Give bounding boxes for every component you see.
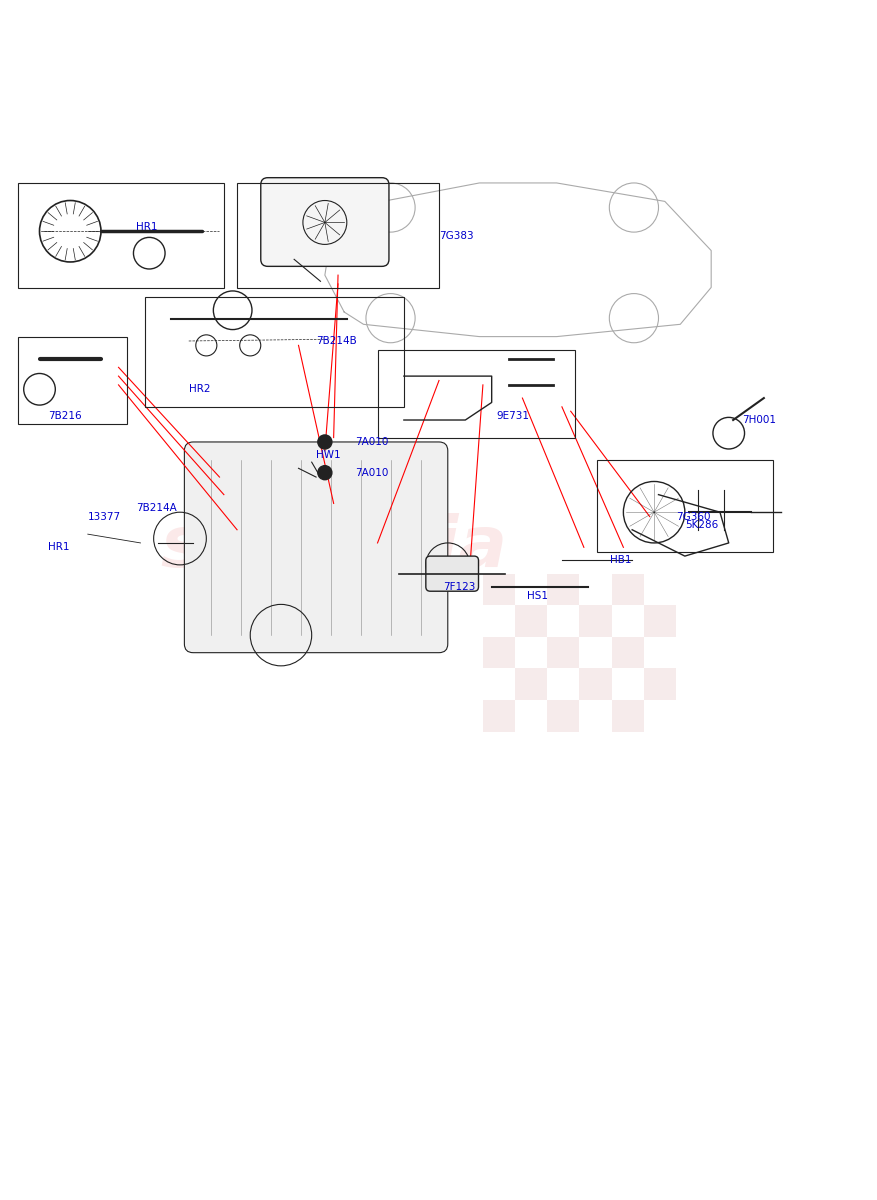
Text: 7B216: 7B216 [48, 410, 82, 421]
Text: HR1: HR1 [48, 542, 69, 552]
Bar [237, 182, 438, 288]
Text: HR1: HR1 [136, 222, 157, 232]
Text: HS1: HS1 [526, 590, 547, 601]
Text: HW1: HW1 [316, 450, 340, 460]
Text: 7B214A: 7B214A [136, 503, 176, 512]
Circle shape [317, 466, 332, 480]
Bar [546, 668, 579, 700]
Bar [643, 700, 675, 732]
Bar [145, 298, 403, 407]
Bar [515, 700, 546, 732]
Text: 13377: 13377 [88, 511, 121, 522]
Bar [579, 574, 611, 605]
Bar [515, 637, 546, 668]
Bar [482, 574, 515, 605]
Bar [515, 605, 546, 637]
Text: 7H001: 7H001 [741, 415, 775, 425]
Bar [579, 700, 611, 732]
Bar [596, 460, 772, 552]
Text: scuderia: scuderia [160, 512, 507, 582]
Bar [18, 336, 127, 425]
Bar [546, 637, 579, 668]
Bar [611, 637, 643, 668]
Bar [643, 605, 675, 637]
Bar [482, 668, 515, 700]
FancyBboxPatch shape [260, 178, 389, 266]
Bar [515, 574, 546, 605]
Bar [579, 637, 611, 668]
Text: car parts: car parts [235, 589, 431, 628]
Bar [18, 182, 224, 288]
Bar [482, 637, 515, 668]
Text: 9E731: 9E731 [496, 410, 529, 421]
Text: 5K286: 5K286 [684, 521, 717, 530]
Bar [643, 668, 675, 700]
Text: 7G360: 7G360 [675, 511, 709, 522]
FancyBboxPatch shape [425, 556, 478, 592]
Text: 7G383: 7G383 [438, 230, 473, 241]
Bar [611, 668, 643, 700]
Bar [579, 668, 611, 700]
Bar [579, 605, 611, 637]
Circle shape [317, 434, 332, 449]
Bar [611, 700, 643, 732]
FancyBboxPatch shape [184, 442, 447, 653]
Bar [643, 637, 675, 668]
Text: 7F123: 7F123 [443, 582, 475, 592]
Bar [546, 605, 579, 637]
Bar [482, 700, 515, 732]
Text: HR2: HR2 [189, 384, 210, 395]
Bar [546, 700, 579, 732]
Text: HB1: HB1 [610, 556, 631, 565]
Bar [377, 349, 574, 438]
Text: 7A010: 7A010 [355, 437, 389, 446]
Bar [643, 574, 675, 605]
Bar [611, 574, 643, 605]
Bar [546, 574, 579, 605]
Bar [515, 668, 546, 700]
Bar [482, 605, 515, 637]
Text: 7A010: 7A010 [355, 468, 389, 478]
Text: 7B214B: 7B214B [316, 336, 356, 346]
Bar [611, 605, 643, 637]
